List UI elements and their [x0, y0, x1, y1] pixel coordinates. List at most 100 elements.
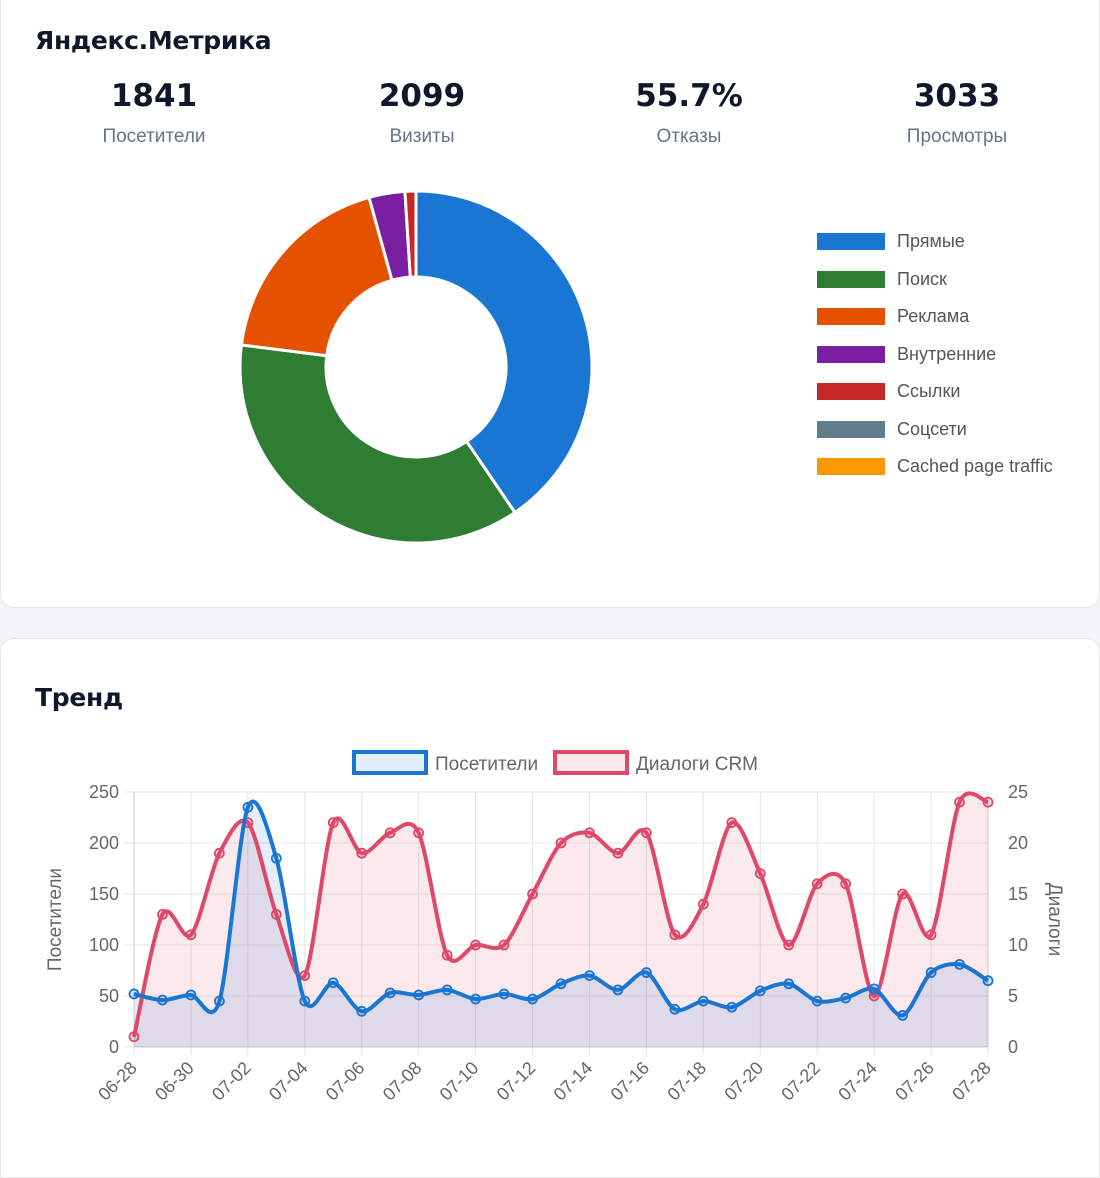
legend-label[interactable]: Посетители	[435, 754, 538, 775]
data-point[interactable]	[527, 888, 538, 900]
x-tick-label: 07-08	[379, 1058, 426, 1105]
data-point[interactable]	[726, 817, 738, 829]
data-point[interactable]	[470, 939, 482, 951]
data-point[interactable]	[356, 847, 368, 859]
legend-item[interactable]: Прямые	[817, 228, 1053, 266]
data-point[interactable]	[555, 978, 567, 990]
data-point[interactable]	[669, 1003, 681, 1015]
data-point[interactable]	[897, 1009, 908, 1021]
y-tick-label: 200	[89, 833, 119, 853]
data-point[interactable]	[840, 878, 852, 890]
y-tick-label: 100	[89, 935, 119, 955]
y-axis-title: Посетители	[45, 868, 66, 971]
x-tick-label: 07-10	[436, 1058, 483, 1105]
legend-item[interactable]: Реклама	[817, 303, 1053, 341]
data-point[interactable]	[641, 967, 652, 978]
y2-axis-title: Диалоги	[1044, 883, 1065, 956]
data-point[interactable]	[157, 994, 168, 1006]
data-point[interactable]	[470, 993, 482, 1005]
trend-legend: Посетители Диалоги CRM	[352, 750, 758, 775]
data-point[interactable]	[925, 967, 937, 978]
stat-label: Просмотры	[906, 126, 1008, 147]
legend-swatch	[817, 458, 885, 475]
data-point[interactable]	[982, 975, 994, 987]
data-point[interactable]	[213, 995, 225, 1007]
legend-item[interactable]: Соцсети	[817, 416, 1053, 454]
data-point[interactable]	[555, 837, 567, 849]
data-point[interactable]	[327, 977, 339, 989]
donut-slice-2[interactable]	[239, 195, 394, 358]
data-point[interactable]	[783, 978, 795, 990]
y-tick-label: 250	[89, 782, 119, 802]
donut-slice-0[interactable]	[414, 189, 594, 515]
data-point[interactable]	[726, 1001, 738, 1013]
legend-label: Внутренние	[897, 343, 997, 364]
data-point[interactable]	[925, 929, 937, 941]
legend-swatch[interactable]	[352, 750, 428, 775]
x-tick-label: 07-26	[891, 1058, 938, 1105]
data-point[interactable]	[754, 868, 766, 880]
legend-swatch	[817, 270, 885, 288]
stat-value: 2099	[378, 78, 466, 114]
data-point[interactable]	[128, 988, 140, 1000]
data-point[interactable]	[498, 988, 510, 1000]
data-point[interactable]	[954, 958, 965, 970]
data-point[interactable]	[897, 888, 908, 900]
trend-title: Тренд	[35, 683, 123, 712]
data-point[interactable]	[954, 796, 965, 808]
legend-item[interactable]: Поиск	[817, 266, 1053, 304]
data-point[interactable]	[384, 827, 396, 839]
data-point[interactable]	[441, 984, 453, 996]
y-tick-label: 50	[99, 986, 119, 1006]
data-point[interactable]	[669, 929, 681, 941]
data-point[interactable]	[327, 817, 339, 829]
data-point[interactable]	[498, 939, 510, 951]
data-point[interactable]	[441, 949, 453, 961]
donut-slice-4[interactable]	[403, 189, 418, 279]
data-point[interactable]	[299, 995, 311, 1007]
stats-row: 1841 Посетители 2099 Визиты 55.7% Отказы…	[21, 76, 1091, 166]
legend-item[interactable]: Внутренние	[817, 341, 1053, 379]
legend-swatch	[817, 383, 885, 400]
data-point[interactable]	[840, 992, 852, 1004]
x-tick-label: 07-28	[948, 1058, 995, 1105]
legend-label[interactable]: Диалоги CRM	[636, 754, 758, 775]
data-point[interactable]	[811, 878, 823, 890]
legend-item[interactable]: Ссылки	[817, 378, 1053, 416]
data-point[interactable]	[128, 1031, 140, 1043]
data-point[interactable]	[641, 827, 652, 839]
data-point[interactable]	[270, 908, 282, 920]
data-point[interactable]	[270, 852, 282, 864]
data-point[interactable]	[413, 989, 425, 1001]
metrika-title: Яндекс.Метрика	[35, 26, 272, 55]
data-point[interactable]	[783, 939, 795, 951]
data-point[interactable]	[299, 970, 311, 982]
data-point[interactable]	[612, 847, 624, 859]
data-point[interactable]	[185, 929, 197, 941]
data-point[interactable]	[612, 984, 624, 996]
legend-swatch[interactable]	[553, 750, 629, 775]
legend-label: Ссылки	[897, 381, 961, 401]
stat-bounce-rate: 55.7% Отказы	[589, 76, 789, 148]
donut-slice-1[interactable]	[238, 343, 518, 545]
data-point[interactable]	[157, 908, 168, 920]
data-point[interactable]	[868, 983, 880, 995]
data-point[interactable]	[384, 987, 396, 999]
data-point[interactable]	[413, 827, 425, 839]
data-point[interactable]	[584, 970, 595, 982]
legend-swatch	[817, 308, 885, 325]
legend-label: Реклама	[897, 306, 970, 326]
data-point[interactable]	[185, 989, 197, 1001]
data-point[interactable]	[242, 801, 254, 813]
data-point[interactable]	[754, 985, 766, 997]
series-line-1	[132, 791, 989, 1038]
data-point[interactable]	[527, 993, 538, 1005]
data-point[interactable]	[811, 995, 823, 1007]
data-point[interactable]	[213, 847, 225, 859]
data-point[interactable]	[697, 995, 709, 1007]
legend-item[interactable]: Cached page traffic	[817, 453, 1053, 491]
data-point[interactable]	[697, 898, 709, 910]
data-point[interactable]	[584, 827, 595, 839]
data-point[interactable]	[982, 796, 994, 808]
data-point[interactable]	[356, 1005, 368, 1017]
